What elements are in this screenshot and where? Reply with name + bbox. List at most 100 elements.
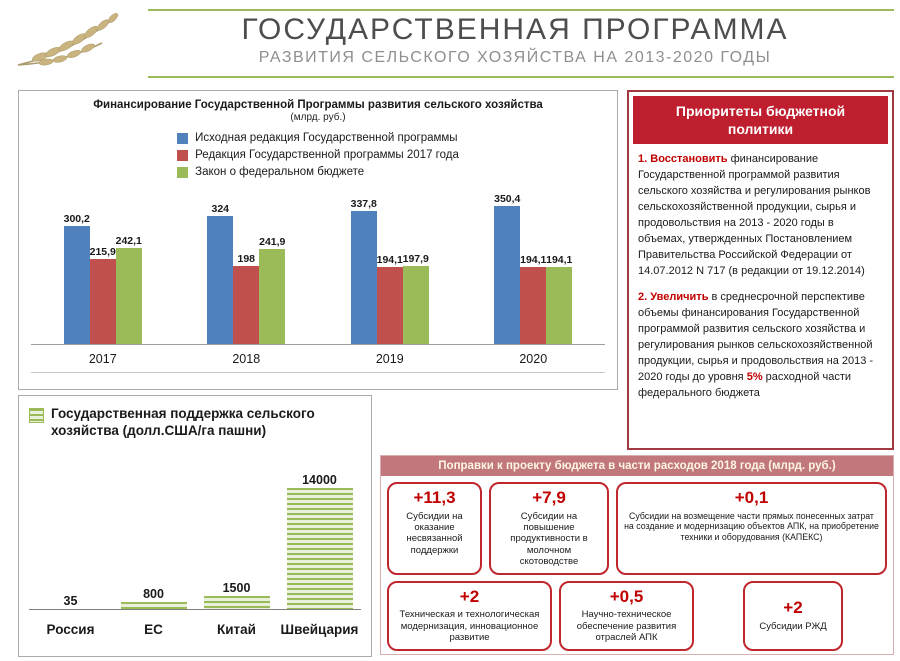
chart-title: Государственная поддержка сельского хозя… — [29, 406, 361, 440]
item-text: в среднесрочной перспективе объемы финан… — [638, 290, 874, 383]
bar-value-label: 198 — [237, 252, 256, 265]
bar — [63, 225, 90, 344]
bar — [402, 265, 429, 344]
bar — [376, 267, 403, 344]
bar — [120, 602, 187, 609]
amendment-value: +2 — [459, 586, 480, 606]
header-top-rule — [148, 9, 894, 11]
amendment-card: +2 Субсидии РЖД — [743, 580, 843, 651]
x-axis-label: 2019 — [375, 352, 404, 366]
amendment-card: +0,1 Субсидии на возмещение части прямых… — [616, 482, 887, 575]
bar-value-label: 14000 — [302, 472, 337, 487]
amendments-panel: Поправки к проекту бюджета в части расхо… — [380, 455, 894, 655]
bar-value-label: 35 — [63, 593, 78, 608]
amendment-card: +11,3 Субсидии на оказание несвязанной п… — [387, 482, 482, 575]
amendment-card: +2 Техническая и технологическая модерни… — [387, 580, 552, 651]
item-keyword: Увеличить — [650, 290, 709, 303]
legend-item: Редакция Государственной программы 2017 … — [177, 149, 459, 161]
priority-item-1: 1. Восстановить финансирование Государст… — [638, 152, 883, 280]
x-axis-label: 2018 — [232, 352, 261, 366]
bar — [350, 210, 377, 344]
legend-label: Редакция Государственной программы 2017 … — [195, 149, 459, 161]
bar-group: 300,2 215,9 242,1 — [63, 213, 142, 344]
bar-cell: 194,1 — [377, 254, 403, 344]
item-keyword: Восстановить — [650, 153, 728, 166]
bar-cell: 300,2 — [63, 213, 90, 344]
legend-swatch — [177, 132, 189, 144]
bar — [89, 258, 116, 344]
bar-cell: 242,1 — [116, 235, 142, 344]
legend-swatch — [29, 408, 44, 423]
chart-units-label: (млрд. руб.) — [290, 112, 346, 123]
item-number: 1. — [638, 153, 648, 166]
bar-value-label: 194,1 — [546, 254, 573, 267]
legend-item: Исходная редакция Государственной програ… — [177, 132, 459, 144]
amendment-label: Субсидии на оказание несвязанной поддерж… — [406, 510, 463, 556]
item-text: расходной части федерального бюджета — [638, 370, 852, 399]
bar-cell: 350,4 — [494, 193, 520, 344]
bar — [259, 248, 286, 344]
x-axis-label: 2020 — [519, 352, 548, 366]
grouped-bar-plot: 300,2 215,9 242,1 324 198 241,9 337,8 194,1 197,… — [31, 193, 605, 345]
priority-item-2: 2. Увеличить в среднесрочной перспективе… — [638, 290, 883, 402]
item-text: финансирование Государственной программо… — [638, 153, 871, 277]
amendment-value: +0,1 — [734, 488, 769, 507]
bar-value-label: 215,9 — [89, 245, 116, 258]
amendment-value: +7,9 — [532, 488, 566, 507]
priorities-body: 1. Восстановить финансирование Государст… — [629, 144, 892, 419]
amendment-label: Научно-техническое обеспечение развития … — [576, 609, 677, 644]
amendment-label: Субсидии на возмещение части прямых поне… — [624, 510, 879, 542]
x-axis: 2017 2018 2019 2020 — [31, 346, 605, 373]
amendment-value: +2 — [783, 598, 803, 618]
bar-value-label: 242,1 — [115, 235, 142, 248]
bar-cell: 194,1 — [546, 254, 572, 344]
bar-cell: 194,1 — [520, 254, 546, 344]
support-chart-panel: Государственная поддержка сельского хозя… — [18, 395, 372, 657]
page-title: ГОСУДАРСТВЕННАЯ ПРОГРАММА — [241, 13, 789, 46]
financing-chart-panel: Финансирование Государственной Программы… — [18, 90, 618, 390]
header: ГОСУДАРСТВЕННАЯ ПРОГРАММА РАЗВИТИЯ СЕЛЬС… — [130, 13, 900, 67]
x-axis-label: ЕС — [144, 621, 163, 637]
bar-cell: 241,9 — [259, 235, 286, 344]
bar-cell: 14000 — [282, 473, 358, 609]
chart-title-label: Государственная поддержка сельского хозя… — [51, 406, 315, 438]
amendment-card: +7,9 Субсидии на повышение продуктивност… — [489, 482, 609, 575]
bar — [286, 487, 353, 609]
bar — [207, 216, 234, 344]
bar-cell: 198 — [233, 252, 260, 344]
amendment-card: +0,5 Научно-техническое обеспечение разв… — [559, 580, 694, 651]
bar — [546, 267, 573, 344]
bar-value-label: 800 — [143, 587, 164, 602]
bar-cell: 1500 — [199, 581, 275, 609]
header-bottom-rule — [148, 76, 894, 78]
legend-item: Закон о федеральном бюджете — [177, 166, 459, 178]
bar-cell: 197,9 — [403, 253, 429, 344]
bar-cell: 215,9 — [90, 246, 116, 344]
bar-value-label: 324 — [211, 203, 230, 216]
bar-value-label: 197,9 — [402, 252, 429, 265]
bar-cell: 337,8 — [351, 198, 377, 344]
chart-legend: Исходная редакция Государственной програ… — [177, 132, 459, 178]
legend-label: Исходная редакция Государственной програ… — [195, 132, 458, 144]
legend-swatch — [177, 166, 189, 178]
bar-value-label: 1500 — [222, 581, 251, 595]
bar-value-label: 241,9 — [259, 235, 286, 248]
bar-group: 337,8 194,1 197,9 — [351, 198, 429, 344]
item-highlight: 5% — [746, 370, 763, 383]
amendments-row-2: +2 Техническая и технологическая модерни… — [381, 575, 893, 657]
bar — [233, 265, 260, 344]
item-number: 2. — [638, 290, 648, 303]
x-axis-label: Россия — [46, 621, 95, 637]
bar-cell: 800 — [116, 587, 192, 609]
page-subtitle: РАЗВИТИЯ СЕЛЬСКОГО ХОЗЯЙСТВА НА 2013-202… — [258, 49, 772, 66]
chart-title: Финансирование Государственной Программы… — [93, 99, 543, 111]
bar-value-label: 337,8 — [350, 197, 377, 210]
amendments-row-1: +11,3 Субсидии на оказание несвязанной п… — [381, 476, 893, 575]
amendment-value: +11,3 — [413, 488, 456, 507]
amendment-value: +0,5 — [609, 586, 644, 606]
bar — [520, 267, 547, 344]
bar-group: 324 198 241,9 — [207, 203, 285, 344]
bar-value-label: 350,4 — [494, 192, 521, 205]
bar-value-label: 194,1 — [520, 254, 547, 267]
bar-plot: 35 800 1500 14000 — [29, 473, 361, 610]
